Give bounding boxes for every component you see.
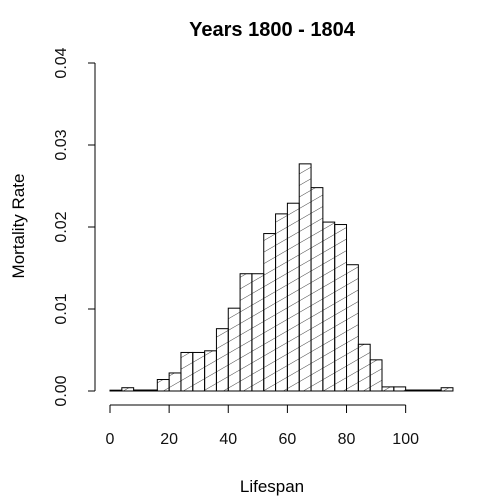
x-tick-label: 40	[219, 431, 237, 448]
histogram-bar	[181, 352, 193, 391]
histogram-bar	[134, 390, 146, 391]
histogram-bar	[276, 214, 288, 391]
histogram-bar	[323, 222, 335, 391]
histogram-bar	[122, 388, 134, 391]
histogram-bar	[240, 274, 252, 391]
histogram-bar	[205, 351, 217, 391]
histogram-bar	[335, 225, 347, 391]
histogram-bar	[157, 380, 169, 391]
y-tick-label: 0.03	[53, 129, 70, 160]
histogram-bar	[145, 390, 157, 391]
y-axis-label: Mortality Rate	[9, 174, 28, 279]
histogram-bar	[311, 188, 323, 391]
histogram-bar	[299, 164, 311, 391]
histogram-bar	[193, 352, 205, 391]
histogram-bar	[358, 344, 370, 391]
histogram-bar	[252, 274, 264, 391]
y-tick-label: 0.01	[53, 293, 70, 324]
y-tick-label: 0.00	[53, 375, 70, 406]
x-tick-label: 0	[106, 431, 115, 448]
histogram-bar	[169, 373, 181, 391]
histogram-bar	[382, 387, 394, 391]
y-tick-label: 0.02	[53, 211, 70, 242]
x-axis: 0 20 40 60 80 100	[106, 405, 420, 448]
x-tick-label: 20	[160, 431, 178, 448]
histogram-bar	[287, 203, 299, 391]
histogram-bar	[394, 387, 406, 391]
histogram-bar	[347, 265, 359, 391]
x-tick-label: 60	[278, 431, 296, 448]
histogram-bar	[406, 390, 418, 391]
histogram-bar	[417, 390, 429, 391]
x-axis-label: Lifespan	[240, 477, 304, 496]
histogram-bar	[228, 308, 240, 391]
y-axis: 0.00 0.01 0.02 0.03 0.04	[53, 47, 95, 406]
histogram-bar	[264, 234, 276, 391]
histogram-bar	[110, 390, 122, 391]
y-tick-label: 0.04	[53, 47, 70, 78]
histogram-bar	[370, 360, 382, 391]
histogram-bar	[429, 390, 441, 391]
chart-title: Years 1800 - 1804	[189, 19, 356, 41]
histogram-bar	[216, 329, 228, 391]
histogram-bars	[110, 164, 453, 391]
x-tick-label: 100	[392, 431, 419, 448]
x-tick-label: 80	[338, 431, 356, 448]
histogram-bar	[441, 388, 453, 391]
